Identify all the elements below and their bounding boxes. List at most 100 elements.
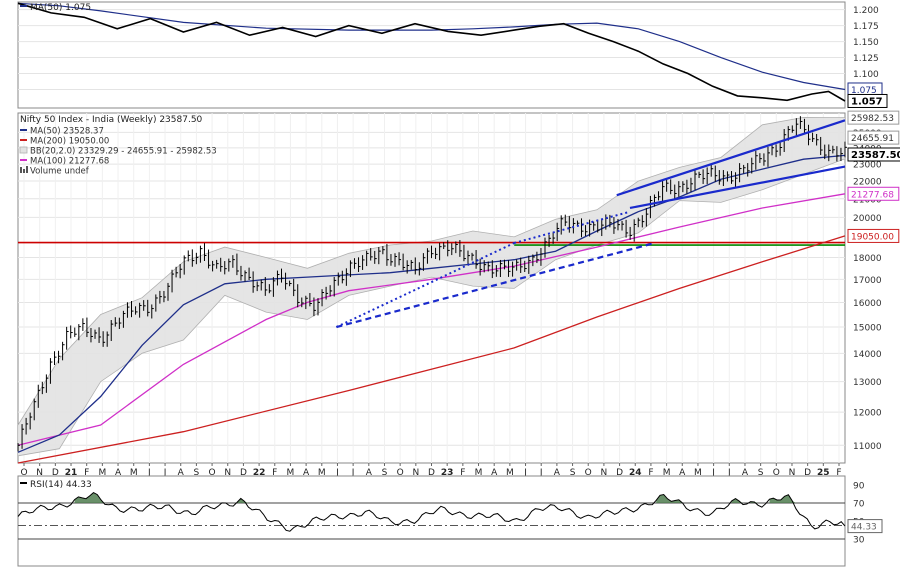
chart-title: Nifty 50 Index - India (Weekly) 23587.50: [20, 115, 203, 125]
price-last-value-box: [847, 130, 900, 145]
rs-y-tick-label: 1.200: [853, 6, 879, 16]
price-last-value-box: [847, 228, 900, 243]
ma100-line: [17, 193, 846, 446]
legend-item: MA(100) 21277.68: [30, 157, 109, 167]
rsi-panel: 9070503044.33: [17, 475, 883, 567]
x-tick-label: 24: [629, 468, 642, 478]
trendline-solid: [616, 119, 846, 197]
legend-item: MA(200) 19050.00: [30, 137, 109, 147]
x-tick-label: J: [711, 468, 715, 478]
price-y-tick-label: 20000: [853, 214, 882, 224]
ma50-line: [17, 154, 846, 453]
x-tick-label: M: [506, 468, 514, 478]
rs-legend: MA(50) 1.075: [20, 3, 91, 13]
volume-legend-swatch: [26, 166, 28, 173]
x-tick-label: F: [460, 468, 465, 478]
rsi-last-value-box: [847, 519, 883, 534]
x-tick-label: M: [98, 468, 106, 478]
volume-legend-swatch: [23, 169, 25, 173]
x-tick-label: 23: [441, 468, 454, 478]
x-tick-label: J: [163, 468, 167, 478]
legend-item: BB(20,2.0) 23329.29 - 24655.91 - 25982.5…: [30, 147, 217, 157]
rs-last-value: 1.057: [851, 96, 883, 107]
price-legend: Nifty 50 Index - India (Weekly) 23587.50…: [19, 115, 217, 177]
x-tick-label: D: [804, 468, 811, 478]
rsi-legend-text: RSI(14) 44.33: [30, 480, 92, 490]
bollinger-band-area: [18, 117, 845, 456]
x-tick-label: M: [318, 468, 326, 478]
rs-last-value-box: [847, 93, 888, 108]
x-tick-label: M: [287, 468, 295, 478]
legend-item: MA(50) 23528.37: [30, 127, 104, 137]
x-tick-label: F: [272, 468, 277, 478]
x-tick-label: O: [397, 468, 404, 478]
price-panel: 2500024000230002200021000200001800017000…: [17, 110, 900, 478]
x-tick-label: O: [773, 468, 780, 478]
x-tick-label: D: [428, 468, 435, 478]
x-tick-label: O: [585, 468, 592, 478]
price-y-tick-label: 22000: [853, 178, 882, 188]
volume-legend-swatch: [20, 167, 22, 173]
x-tick-label: J: [727, 468, 731, 478]
x-tick-label: M: [475, 468, 483, 478]
bollinger-upper-line: [17, 116, 846, 426]
price-last-value: 19050.00: [851, 232, 894, 242]
rsi-legend: RSI(14) 44.33: [20, 480, 92, 490]
x-tick-label: M: [663, 468, 671, 478]
price-last-value: 25982.53: [851, 114, 894, 124]
bollinger-lower-line: [17, 158, 846, 457]
price-y-tick-label: 12000: [853, 409, 882, 419]
x-tick-label: A: [366, 468, 373, 478]
x-tick-label: 22: [253, 468, 266, 478]
rsi-plot-area: [17, 475, 846, 567]
x-tick-label: S: [758, 468, 764, 478]
x-tick-label: A: [554, 468, 561, 478]
price-y-tick-label: 11000: [853, 442, 882, 452]
price-last-value-box: [847, 147, 900, 162]
x-tick-label: A: [742, 468, 749, 478]
price-last-value-box: [847, 110, 900, 125]
price-y-tick-label: 16000: [853, 299, 882, 309]
x-tick-label: N: [224, 468, 231, 478]
x-tick-label: M: [694, 468, 702, 478]
x-tick-label: A: [115, 468, 122, 478]
rs-ratio-line: [17, 2, 846, 102]
rs-y-tick-label: 1.175: [853, 22, 879, 32]
x-tick-label: D: [240, 468, 247, 478]
x-tick-label: J: [351, 468, 355, 478]
rsi-line: [17, 491, 846, 532]
trendline-solid: [629, 165, 846, 210]
price-y-tick-label: 23000: [853, 161, 882, 171]
rs-y-tick-label: 1.100: [853, 70, 879, 80]
x-tick-label: D: [52, 468, 59, 478]
x-tick-label: A: [491, 468, 498, 478]
x-tick-label: M: [130, 468, 138, 478]
rsi-y-tick-label: 30: [853, 536, 865, 546]
x-tick-label: S: [194, 468, 200, 478]
x-tick-label: N: [36, 468, 43, 478]
rs-legend-text: MA(50) 1.075: [30, 3, 91, 13]
price-last-value: 24655.91: [851, 134, 894, 144]
x-tick-label: N: [601, 468, 608, 478]
x-tick-label: J: [147, 468, 151, 478]
x-tick-label: A: [679, 468, 686, 478]
rs-plot-area: [17, 1, 846, 109]
x-tick-label: 25: [817, 468, 830, 478]
price-y-tick-label: 13000: [853, 378, 882, 388]
bb-legend-swatch: [19, 146, 28, 154]
rs-ma50-line: [17, 2, 846, 91]
x-tick-label: N: [789, 468, 796, 478]
x-tick-label: F: [84, 468, 89, 478]
price-last-value: 21277.68: [851, 190, 894, 200]
price-y-tick-label: 17000: [853, 276, 882, 286]
x-tick-label: J: [539, 468, 543, 478]
x-tick-label: F: [836, 468, 841, 478]
rsi-last-value: 44.33: [851, 523, 877, 533]
legend-item: Volume undef: [30, 167, 90, 177]
x-tick-label: A: [178, 468, 185, 478]
x-tick-label: J: [523, 468, 527, 478]
x-tick-label: S: [570, 468, 576, 478]
rsi-y-tick-label: 70: [853, 500, 865, 510]
